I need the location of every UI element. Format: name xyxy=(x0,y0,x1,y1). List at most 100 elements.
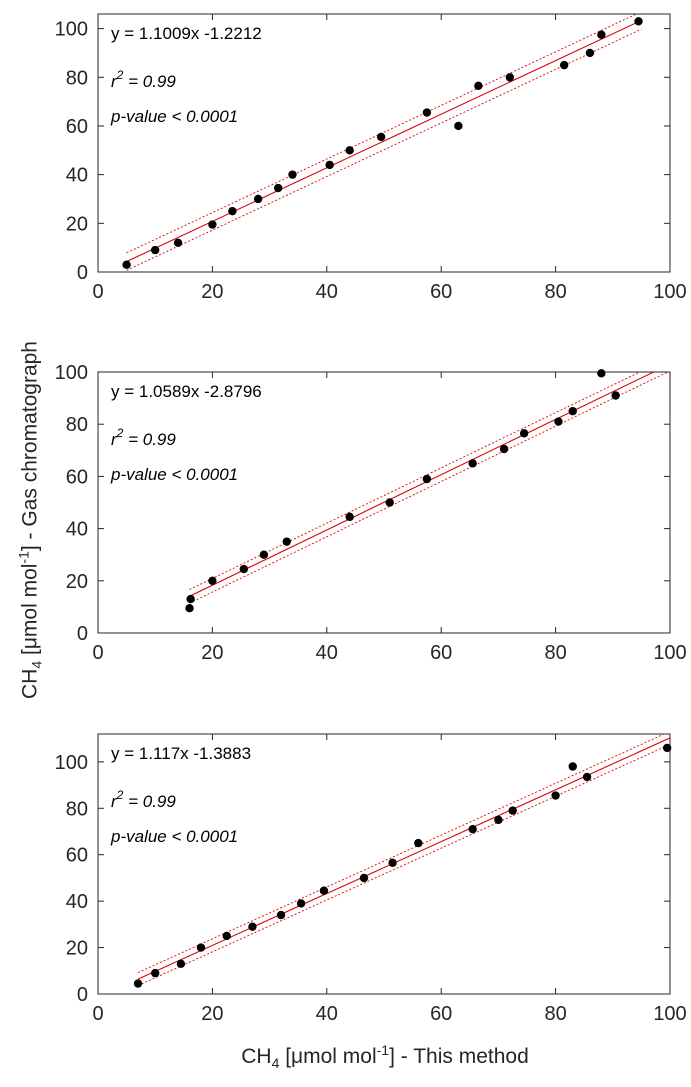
y-axis-title: CH4 [μmol mol-1] - Gas chromatograph xyxy=(15,341,45,699)
data-point xyxy=(499,444,509,454)
data-point xyxy=(568,406,577,416)
data-point xyxy=(468,459,477,468)
data-point xyxy=(385,498,394,507)
x-axis-title: CH4 [μmol mol-1] - This method xyxy=(241,1042,529,1072)
data-point xyxy=(551,791,560,800)
y-tick-label: 20 xyxy=(66,571,88,593)
plot-area xyxy=(97,13,671,273)
p-value-label: p-value < 0.0001 xyxy=(110,827,238,846)
y-tick-label: 100 xyxy=(55,362,88,384)
data-point xyxy=(508,806,517,815)
data-point xyxy=(185,604,194,613)
data-point xyxy=(173,238,183,247)
data-point xyxy=(634,17,643,26)
x-tick-label: 80 xyxy=(544,281,566,303)
x-tick-label: 20 xyxy=(201,281,223,303)
chart-panel-1: 0 20 40 60 80 100 0 20 40 60 80 100 y = 1.1009x -1.2… xyxy=(55,13,687,303)
x-tick-label: 100 xyxy=(653,281,686,303)
data-point xyxy=(325,160,334,170)
data-point xyxy=(454,121,463,131)
data-point xyxy=(196,943,206,952)
r-squared-label: r2 = 0.99 xyxy=(111,788,176,811)
x-tick-label: 20 xyxy=(201,1003,223,1025)
chart-panel-2: 0 20 40 60 80 100 0 20 40 60 80 100 y = 1.0589x -2.8… xyxy=(55,362,687,664)
data-point xyxy=(559,60,569,70)
r-squared-label: r2 = 0.99 xyxy=(111,68,176,91)
x-tick-label: 0 xyxy=(92,1003,103,1025)
data-point xyxy=(468,824,477,834)
chart-panel-3: 0 20 40 60 80 100 0 20 40 60 80 100 y = 1.117x -1.38… xyxy=(55,733,687,1025)
y-tick-label: 60 xyxy=(66,845,88,867)
data-point xyxy=(494,815,503,825)
data-point xyxy=(597,369,606,378)
data-point xyxy=(276,910,286,920)
data-point xyxy=(296,899,306,908)
data-point xyxy=(248,922,257,931)
data-point xyxy=(582,772,592,782)
y-tick-label: 20 xyxy=(66,938,88,960)
y-tick-label: 100 xyxy=(55,19,88,41)
y-tick-label: 80 xyxy=(66,414,88,436)
data-point xyxy=(422,108,432,117)
x-tick-label: 40 xyxy=(316,1003,338,1025)
data-point xyxy=(554,417,563,426)
data-point xyxy=(176,959,186,969)
data-point xyxy=(282,537,291,546)
upper-confidence-line xyxy=(126,14,638,254)
data-point xyxy=(288,170,297,179)
x-tick-label: 0 xyxy=(92,281,103,303)
x-tick-label: 80 xyxy=(544,642,566,664)
y-tick-label: 0 xyxy=(77,984,88,1006)
data-point xyxy=(376,132,386,142)
data-point xyxy=(611,391,620,400)
data-point xyxy=(273,183,283,193)
y-tick-label: 80 xyxy=(66,798,88,820)
regression-equation: y = 1.1009x -1.2212 xyxy=(111,24,262,43)
data-point xyxy=(208,576,217,585)
data-point xyxy=(228,206,237,216)
y-tick-label: 40 xyxy=(66,519,88,541)
data-point xyxy=(474,81,483,91)
x-tick-label: 40 xyxy=(316,281,338,303)
data-point xyxy=(345,512,354,522)
y-tick-label: 20 xyxy=(66,213,88,235)
data-point xyxy=(662,743,672,753)
data-point xyxy=(151,245,160,255)
data-point xyxy=(519,429,529,438)
regression-equation: y = 1.0589x -2.8796 xyxy=(111,382,262,401)
data-point xyxy=(122,260,131,269)
y-tick-label: 40 xyxy=(66,165,88,187)
r-squared-label: r2 = 0.99 xyxy=(111,426,176,449)
x-tick-label: 60 xyxy=(430,1003,452,1025)
data-point xyxy=(568,762,577,771)
data-point xyxy=(259,550,269,559)
x-tick-label: 100 xyxy=(653,642,686,664)
lower-confidence-line xyxy=(137,744,670,986)
x-tick-label: 60 xyxy=(430,642,452,664)
y-tick-label: 0 xyxy=(77,623,88,645)
y-tick-label: 80 xyxy=(66,67,88,89)
x-tick-label: 60 xyxy=(430,281,452,303)
data-point xyxy=(345,146,354,155)
data-point xyxy=(597,30,606,39)
data-point xyxy=(505,73,515,82)
data-point xyxy=(133,979,143,988)
data-point xyxy=(151,968,160,978)
data-point xyxy=(388,858,397,868)
x-tick-label: 100 xyxy=(653,1003,686,1025)
y-tick-label: 40 xyxy=(66,891,88,913)
x-tick-label: 20 xyxy=(201,642,223,664)
x-tick-label: 0 xyxy=(92,642,103,664)
lower-confidence-line xyxy=(189,372,669,604)
y-tick-label: 60 xyxy=(66,116,88,138)
data-point xyxy=(422,474,432,484)
data-point xyxy=(359,873,369,883)
p-value-label: p-value < 0.0001 xyxy=(110,465,238,484)
data-point xyxy=(253,194,263,204)
lower-confidence-line xyxy=(126,28,642,271)
y-tick-label: 60 xyxy=(66,466,88,488)
p-value-label: p-value < 0.0001 xyxy=(110,107,238,126)
data-point xyxy=(414,838,423,848)
data-point xyxy=(319,886,329,895)
